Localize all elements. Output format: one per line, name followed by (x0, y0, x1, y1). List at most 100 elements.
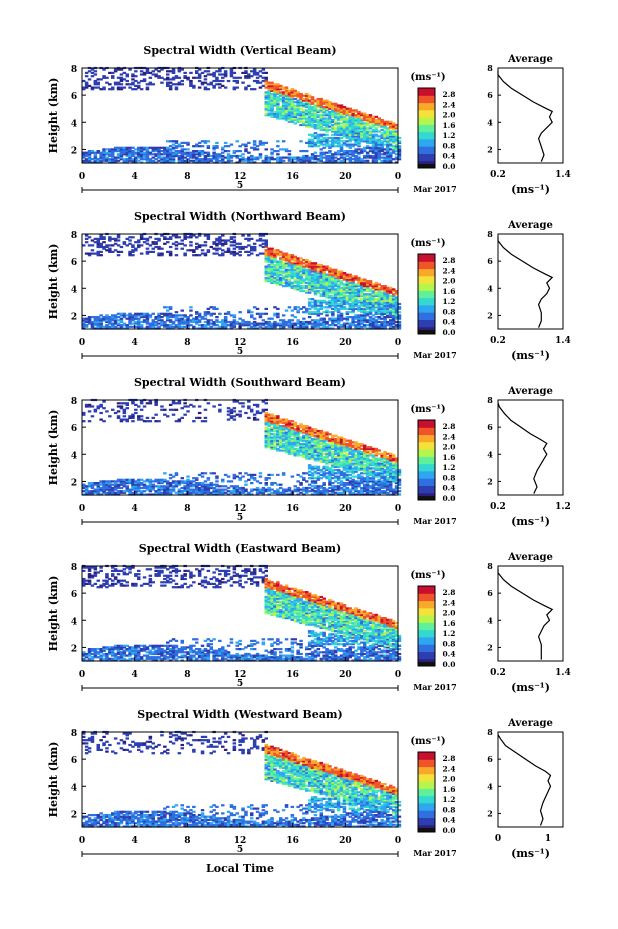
heatmap-cell (389, 122, 393, 125)
heatmap-cell (336, 143, 341, 146)
heatmap-cell (267, 415, 271, 418)
heatmap-cell (137, 488, 141, 491)
heatmap-cell (171, 475, 176, 478)
heatmap-cell (345, 319, 350, 322)
heatmap-cell (360, 314, 364, 317)
heatmap-cell (166, 146, 170, 149)
heatmap-cell (293, 322, 297, 325)
heatmap-cell (261, 239, 266, 242)
heatmap-cell (345, 322, 350, 325)
heatmap-cell (87, 154, 92, 158)
heatmap-cell (342, 272, 347, 275)
heatmap-cell (310, 273, 315, 276)
heatmap-cell (197, 145, 202, 148)
heatmap-cell (328, 272, 332, 275)
heatmap-cell (305, 154, 309, 158)
heatmap-cell (334, 130, 338, 133)
heatmap-cell (206, 491, 211, 494)
heatmap-cell (276, 425, 280, 428)
heatmap-cell (325, 122, 329, 125)
heatmap-cell (380, 312, 384, 315)
heatmap-cell (354, 285, 358, 288)
heatmap-cell (157, 317, 161, 320)
heatmap-cell (203, 151, 208, 154)
heatmap-cell (305, 446, 309, 449)
heatmap-cell (287, 280, 292, 283)
heatmap-cell (82, 86, 86, 89)
heatmap-cell (383, 143, 387, 146)
heatmap-cell (241, 405, 245, 408)
heatmap-cell (389, 291, 393, 294)
heatmap-cell (122, 491, 127, 494)
heatmap-cell (142, 483, 147, 486)
heatmap-cell (96, 158, 100, 161)
heatmap-cell (348, 140, 352, 143)
heatmap-cell (273, 99, 277, 102)
heatmap-cell (145, 70, 150, 73)
heatmap-cell (342, 159, 347, 162)
heatmap-cell (339, 296, 344, 299)
heatmap-cell (223, 491, 228, 494)
heatmap-cell (197, 141, 202, 144)
heatmap-cell (345, 110, 350, 114)
heatmap-cell (270, 247, 274, 250)
heatmap-cell (96, 485, 100, 488)
heatmap-cell (307, 138, 312, 141)
heatmap-cell (171, 242, 176, 245)
heatmap-cell (99, 488, 103, 491)
heatmap-cell (252, 418, 257, 421)
heatmap-cell (310, 306, 315, 309)
heatmap-cell (342, 112, 347, 115)
heatmap-cell (284, 444, 289, 447)
heatmap-cell (339, 125, 344, 128)
heatmap-cell (351, 296, 355, 299)
heatmap-cell (102, 317, 106, 320)
heatmap-cell (386, 316, 390, 319)
heatmap-cell (264, 158, 268, 161)
colorbar-segment (418, 88, 435, 96)
heatmap-cell (371, 143, 376, 146)
heatmap-cell (339, 143, 344, 146)
heatmap-cell (206, 83, 211, 86)
heatmap-cell (305, 101, 309, 104)
heatmap-cell (328, 115, 332, 118)
heatmap-cell (212, 491, 216, 494)
heatmap-cell (151, 325, 155, 328)
heatmap-cell (168, 314, 173, 317)
y-tick-label: 2 (71, 146, 77, 156)
heatmap-cell (197, 154, 202, 158)
heatmap-cell (99, 88, 103, 91)
heatmap-cell (339, 156, 344, 159)
heatmap-cell (221, 73, 225, 76)
heatmap-cell (273, 89, 277, 92)
heatmap-cell (252, 249, 257, 252)
heatmap-cell (363, 289, 367, 293)
heatmap-cell (166, 486, 170, 490)
heatmap-cell (212, 322, 216, 325)
heatmap-cell (371, 283, 376, 286)
heatmap-cell (345, 307, 350, 310)
heatmap-cell (279, 420, 283, 423)
heatmap-cell (102, 159, 106, 162)
heatmap-cell (397, 311, 402, 314)
heatmap-cell (351, 109, 355, 112)
heatmap-cell (281, 112, 286, 115)
heatmap-cell (305, 110, 309, 114)
heatmap-cell (197, 158, 202, 161)
heatmap-cell (192, 154, 196, 158)
heatmap-cell (273, 263, 277, 267)
heatmap-cell (305, 150, 309, 153)
heatmap-cell (134, 247, 138, 250)
heatmap-cell (250, 247, 254, 250)
heatmap-cell (328, 120, 332, 123)
heatmap-cell (148, 324, 153, 327)
heatmap-cell (252, 473, 257, 476)
heatmap-cell (389, 312, 393, 315)
heatmap-cell (99, 325, 103, 328)
heatmap-cell (331, 283, 335, 286)
heatmap-cell (247, 320, 251, 324)
heatmap-cell (139, 408, 144, 411)
heatmap-cell (139, 400, 144, 403)
heatmap-cell (105, 244, 109, 247)
heatmap-cell (151, 416, 155, 419)
